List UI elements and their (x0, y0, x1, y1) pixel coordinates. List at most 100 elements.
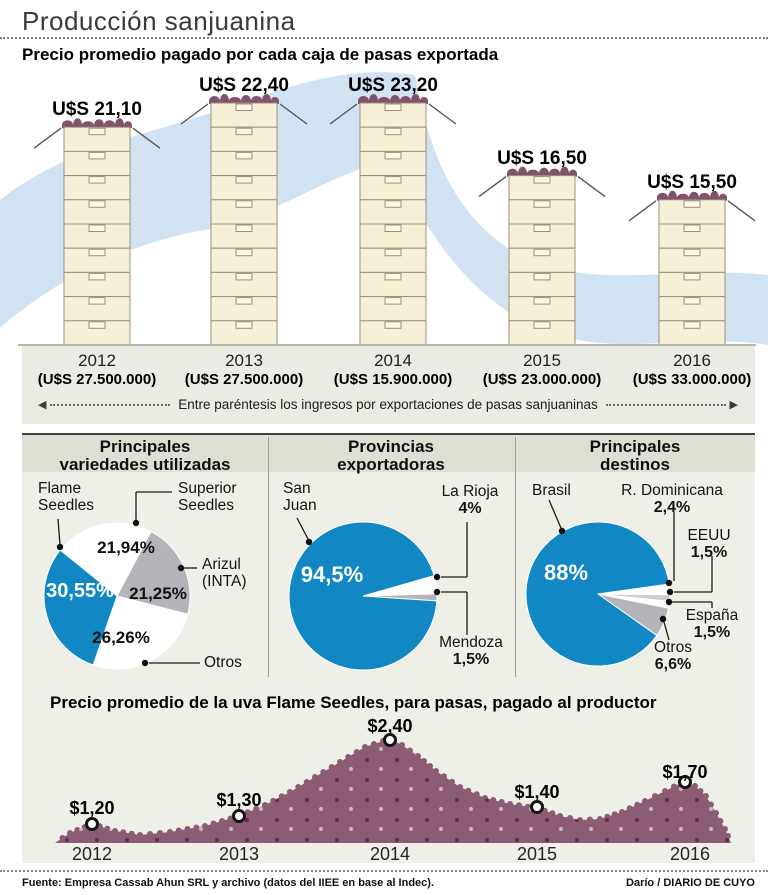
pie-header-line: destinos (600, 455, 670, 475)
pie-label-line: 1,5% (693, 624, 731, 642)
pie-header-line: Principales (99, 437, 191, 456)
callout-dot (433, 588, 441, 596)
callout-line (663, 621, 670, 641)
box-notch (384, 248, 402, 257)
callout-dot (132, 519, 140, 527)
pie-pct-superior-seedles: 21,94% (97, 538, 155, 558)
income-label: (U$S 27.500.000) (37, 371, 157, 388)
year-label: 2016 (673, 351, 711, 370)
pie-label-line: R. Dominicana (621, 482, 723, 499)
box-notch (533, 272, 551, 281)
area-chart-title: Precio promedio de la uva Flame Seedles,… (50, 693, 657, 712)
box-notch (384, 321, 402, 329)
pie-label-otros: Otros 6,6% (613, 639, 733, 674)
arrow-left-icon: ◀ (38, 398, 47, 411)
box-notch (235, 103, 253, 111)
box-notch (533, 224, 551, 232)
area-year-label: 2015 (516, 844, 558, 864)
year-label: 2012 (78, 351, 116, 370)
tent-line-left (478, 176, 507, 198)
pie-label-line: (INTA) (202, 573, 247, 591)
box-notch (683, 200, 701, 208)
area-value-label: $1,20 (69, 798, 115, 818)
pie-header-line: variedades utilizadas (59, 455, 231, 475)
box-notch (88, 127, 106, 136)
tent-line-left (33, 127, 62, 149)
box-notch (235, 248, 253, 257)
box (508, 223, 576, 249)
box-notch (533, 200, 551, 208)
panel-divider-1 (268, 437, 269, 677)
dotted-line-left (50, 403, 171, 406)
pie-label-line: Otros (654, 639, 692, 656)
callout-dot (558, 527, 566, 535)
pie-pct-san-juan: 94,5% (300, 562, 364, 588)
box-notch (683, 272, 701, 281)
area-value-label: $1,30 (216, 790, 262, 810)
callout-dot (141, 659, 149, 667)
pie-pct-otros: 26,26% (92, 628, 150, 648)
box-notch (235, 224, 253, 232)
pie-slice-san-juan (288, 521, 438, 671)
tent-line-left (329, 103, 358, 125)
box-notch (683, 248, 701, 257)
pie-label-line: Otros (204, 654, 242, 671)
pie-slice-superior-seedles (59, 522, 152, 597)
pie-header-line: Principales (589, 437, 681, 456)
box-notch (384, 151, 402, 160)
pie-slice-otros (92, 595, 189, 670)
pie-label-line: 2,4% (653, 499, 691, 517)
callout-line (57, 518, 61, 546)
footer-divider (0, 870, 768, 872)
callout-dot (666, 588, 674, 596)
box-stack-2014 (329, 94, 457, 346)
box-notch (235, 272, 253, 281)
bar-chart-title: Precio promedio pagado por cada caja de … (22, 45, 499, 64)
callout-line (548, 499, 562, 529)
area-value-label: $2,40 (367, 716, 413, 736)
section-divider-rule (22, 433, 755, 435)
tent-line-right (279, 103, 308, 125)
box-notch (533, 297, 551, 305)
dotted-line-right (605, 403, 726, 406)
income-label: (U$S 33.000.000) (632, 371, 752, 388)
callout-dot (665, 579, 673, 587)
data-point-marker (232, 809, 246, 823)
wave-ribbon (0, 72, 768, 345)
note-row: ◀ Entre paréntesis los ingresos por expo… (38, 397, 738, 412)
raisin-cap (62, 118, 132, 129)
box-notch (88, 297, 106, 305)
credit-text: Darío / DIARIO DE CUYO (626, 877, 755, 889)
note-text: Entre paréntesis los ingresos por export… (178, 397, 598, 412)
pie-label-line: 1,5% (452, 651, 490, 669)
pie-label-line: EEUU (687, 527, 731, 544)
box-notch (88, 321, 106, 329)
price-label: U$S 22,40 (199, 75, 289, 96)
pie-chart-0 (43, 522, 191, 670)
pie-label-r-dominicana: R. Dominicana 2,4% (612, 482, 732, 517)
box-notch (683, 224, 701, 232)
area-year-label: 2013 (218, 844, 260, 864)
pie-label-line: Juan (283, 497, 317, 515)
callout-dot (433, 573, 441, 581)
box-notch (88, 151, 106, 160)
pie-label-brasil: Brasil (532, 482, 652, 499)
box-notch (384, 103, 402, 111)
data-point-marker (530, 800, 544, 814)
area-year-label: 2016 (669, 844, 711, 864)
price-label: U$S 23,20 (348, 75, 438, 96)
pie-header-line: Provincias (348, 437, 434, 456)
area-chart (55, 733, 731, 843)
tent-line-right (132, 127, 161, 149)
pie-label-line: La Rioja (441, 483, 499, 500)
box-stack-2012 (33, 118, 161, 346)
callout-line (296, 517, 309, 540)
area-year-label: 2014 (369, 844, 411, 864)
box-notch (88, 248, 106, 257)
box-stack-2013 (180, 94, 308, 346)
pie-label-line: Arizul (202, 556, 241, 573)
box-notch (88, 200, 106, 208)
pie-label-line: Seedles (178, 497, 235, 515)
pie-label-eeuu: EEUU 1,5% (649, 527, 768, 562)
